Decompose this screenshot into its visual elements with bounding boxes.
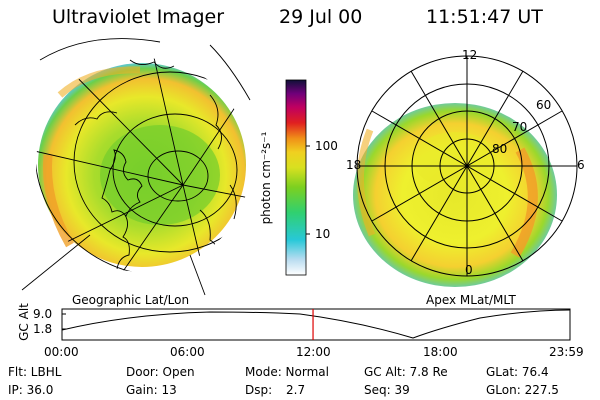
colorbar-label-10: 10 bbox=[315, 227, 331, 241]
date-label: 29 Jul 00 bbox=[279, 6, 363, 28]
geo-grid bbox=[36, 58, 250, 272]
alt-ytick-1.8: 1.8 bbox=[33, 322, 53, 336]
status-gain: Gain: 13 bbox=[126, 383, 177, 397]
geo-arc-top bbox=[57, 66, 141, 98]
mlat-label-70: 70 bbox=[512, 120, 528, 134]
xtick-0000: 00:00 bbox=[44, 345, 79, 359]
altitude-plot-frame bbox=[61, 308, 571, 341]
status-gc-alt: GC Alt: 7.8 Re bbox=[364, 365, 448, 379]
xtick-0600: 06:00 bbox=[170, 345, 205, 359]
apex-auroral-image bbox=[353, 103, 557, 287]
colorbar-label-100: 100 bbox=[315, 139, 338, 153]
apex-center-glow bbox=[413, 132, 497, 188]
status-glat: GLat: 76.4 bbox=[486, 365, 549, 379]
mlt-label-18: 18 bbox=[346, 158, 362, 172]
time-label: 11:51:47 UT bbox=[426, 6, 543, 28]
apex-arc-dawn bbox=[356, 128, 376, 237]
apex-grid bbox=[356, 55, 578, 277]
mlt-label-12: 12 bbox=[462, 48, 478, 62]
colorbar-unit: photon cm⁻²s⁻¹ bbox=[259, 131, 273, 225]
apex-panel-label: Apex MLat/MLT bbox=[426, 293, 516, 307]
instrument-title: Ultraviolet Imager bbox=[52, 6, 225, 28]
mlt-label-6: 6 bbox=[577, 158, 585, 172]
status-dsp-label: Dsp: bbox=[245, 383, 273, 397]
colorbar-gradient bbox=[285, 79, 307, 276]
status-flt: Flt: LBHL bbox=[8, 365, 62, 379]
altitude-plot bbox=[61, 308, 571, 341]
xtick-1800: 18:00 bbox=[423, 345, 458, 359]
apex-panel bbox=[353, 55, 578, 287]
altitude-curve bbox=[61, 309, 571, 339]
status-seq: Seq: 39 bbox=[364, 383, 410, 397]
geo-outer-lines bbox=[21, 38, 251, 296]
status-dsp-value: 2.7 bbox=[286, 383, 306, 397]
geographic-panel bbox=[21, 38, 251, 296]
xtick-2359: 23:59 bbox=[549, 345, 584, 359]
status-glon: GLon: 227.5 bbox=[486, 383, 559, 397]
alt-ylabel: GC Alt bbox=[17, 303, 31, 341]
geo-panel-label: Geographic Lat/Lon bbox=[72, 293, 190, 307]
mlat-label-60: 60 bbox=[536, 98, 552, 112]
xtick-1200: 12:00 bbox=[296, 345, 331, 359]
status-ip: IP: 36.0 bbox=[8, 383, 54, 397]
mlt-label-0: 0 bbox=[465, 263, 473, 277]
alt-ytick-9: 9.0 bbox=[33, 307, 53, 321]
geo-polar-cap bbox=[100, 125, 220, 225]
colorbar bbox=[285, 79, 310, 276]
geo-arc-left bbox=[43, 154, 74, 248]
status-mode: Mode: Normal bbox=[245, 365, 329, 379]
mlat-label-80: 80 bbox=[492, 142, 508, 156]
apex-arc-dusk bbox=[510, 147, 538, 258]
status-door: Door: Open bbox=[126, 365, 195, 379]
